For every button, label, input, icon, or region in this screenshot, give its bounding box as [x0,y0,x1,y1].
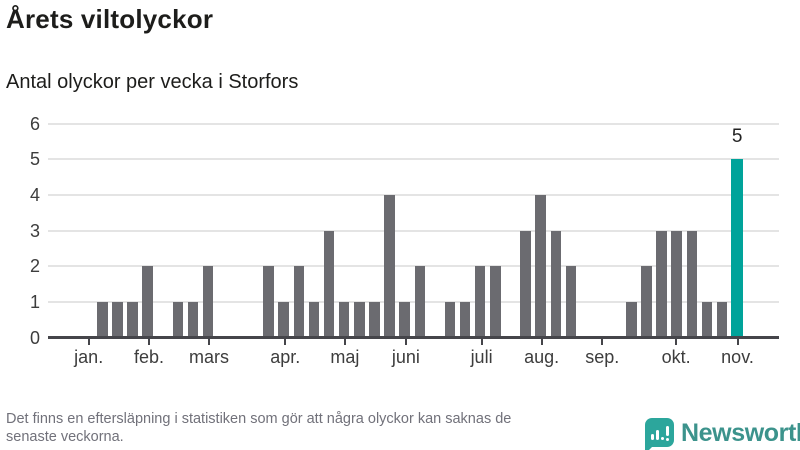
bar-week-26 [474,266,486,338]
bar-week-17 [338,302,350,338]
gridline-y-6 [47,122,779,125]
bar-week-20 [384,195,395,338]
bar-week-38 [656,230,667,338]
x-axis-label-juli: juli [470,347,493,368]
x-tick-aug [540,339,543,346]
bar-week-25 [459,302,471,338]
x-tick-sep [601,339,604,346]
logo-speech-tail [645,446,653,450]
x-tick-juni [404,339,407,346]
x-tick-okt [675,339,678,346]
bar-week-37 [641,266,652,338]
bar-week-21 [399,302,410,338]
bar-week-14 [293,266,305,338]
bar-week-16 [323,230,335,338]
gridline-y-3 [47,229,779,232]
bar-week-7 [187,302,199,338]
x-axis-line [47,336,779,340]
y-axis-label-4: 4 [29,185,40,206]
x-axis-label-juni: juni [391,347,420,368]
y-axis-label-2: 2 [29,256,40,277]
x-axis-label-feb: feb. [133,347,165,368]
y-axis-label-3: 3 [29,220,40,241]
x-axis-label-mars: mars [189,347,230,368]
bar-week-18 [354,302,365,338]
bar-week-36 [626,302,637,338]
x-axis-label-sep: sep. [585,347,620,368]
bar-week-13 [278,302,289,338]
highlight-value-label: 5 [731,126,743,148]
x-axis-label-nov: nov. [721,347,754,368]
x-tick-feb [148,339,150,346]
x-tick-juli [480,339,483,346]
bar-week-39 [671,230,682,338]
page-title: Årets viltolyckor [6,4,214,34]
newsworthy-logo-icon [645,418,674,447]
bar-week-1 [97,302,108,338]
x-axis-label-maj: maj [330,347,360,368]
bar-week-30 [535,195,546,338]
bar-week-3 [127,302,138,338]
bar-week-24 [444,302,456,338]
y-axis-label-5: 5 [29,149,40,170]
bar-week-27 [490,266,501,338]
bar-week-2 [112,302,123,338]
x-tick-mars [208,339,211,346]
y-axis-label-1: 1 [29,292,40,313]
bar-week-40 [686,230,698,338]
y-axis-label-6: 6 [29,113,40,134]
x-axis-label-apr: apr. [270,347,301,368]
x-axis-label-aug: aug. [524,347,560,368]
newsworthy-branding: Newsworthy [645,417,800,450]
gridline-y-2 [47,265,779,268]
x-tick-apr [284,339,287,346]
bar-week-32 [565,266,577,338]
x-tick-nov [736,339,739,346]
footnote-line-2: senaste veckorna. [6,428,124,445]
bar-week-15 [308,302,320,338]
bar-week-22 [414,266,425,338]
x-tick-jan [87,339,90,346]
bar-week-42 [716,302,728,338]
bar-week-31 [550,230,562,338]
newsworthy-wordmark: Newsworthy [681,419,800,447]
bar-week-4 [142,266,153,338]
bar-week-41 [701,302,713,338]
chart-subtitle: Antal olyckor per vecka i Storfors [6,71,299,93]
bar-week-6 [172,302,184,338]
x-axis-label-jan: jan. [74,347,104,368]
bar-week-43-highlight [731,159,744,338]
bar-week-8 [202,266,214,338]
gridline-y-1 [47,301,779,304]
bar-week-19 [369,302,380,338]
gridline-y-4 [47,194,779,197]
footnote-line-1: Det finns en eftersläpning i statistiken… [6,411,512,427]
gridline-y-5 [47,158,779,161]
bar-week-12 [263,266,274,338]
y-axis-label-0: 0 [29,327,40,348]
x-axis-label-okt: okt. [661,347,691,368]
bar-week-29 [520,230,531,338]
x-tick-maj [343,339,346,346]
chart-footnote: Det finns en eftersläpning i statistiken… [6,411,511,446]
